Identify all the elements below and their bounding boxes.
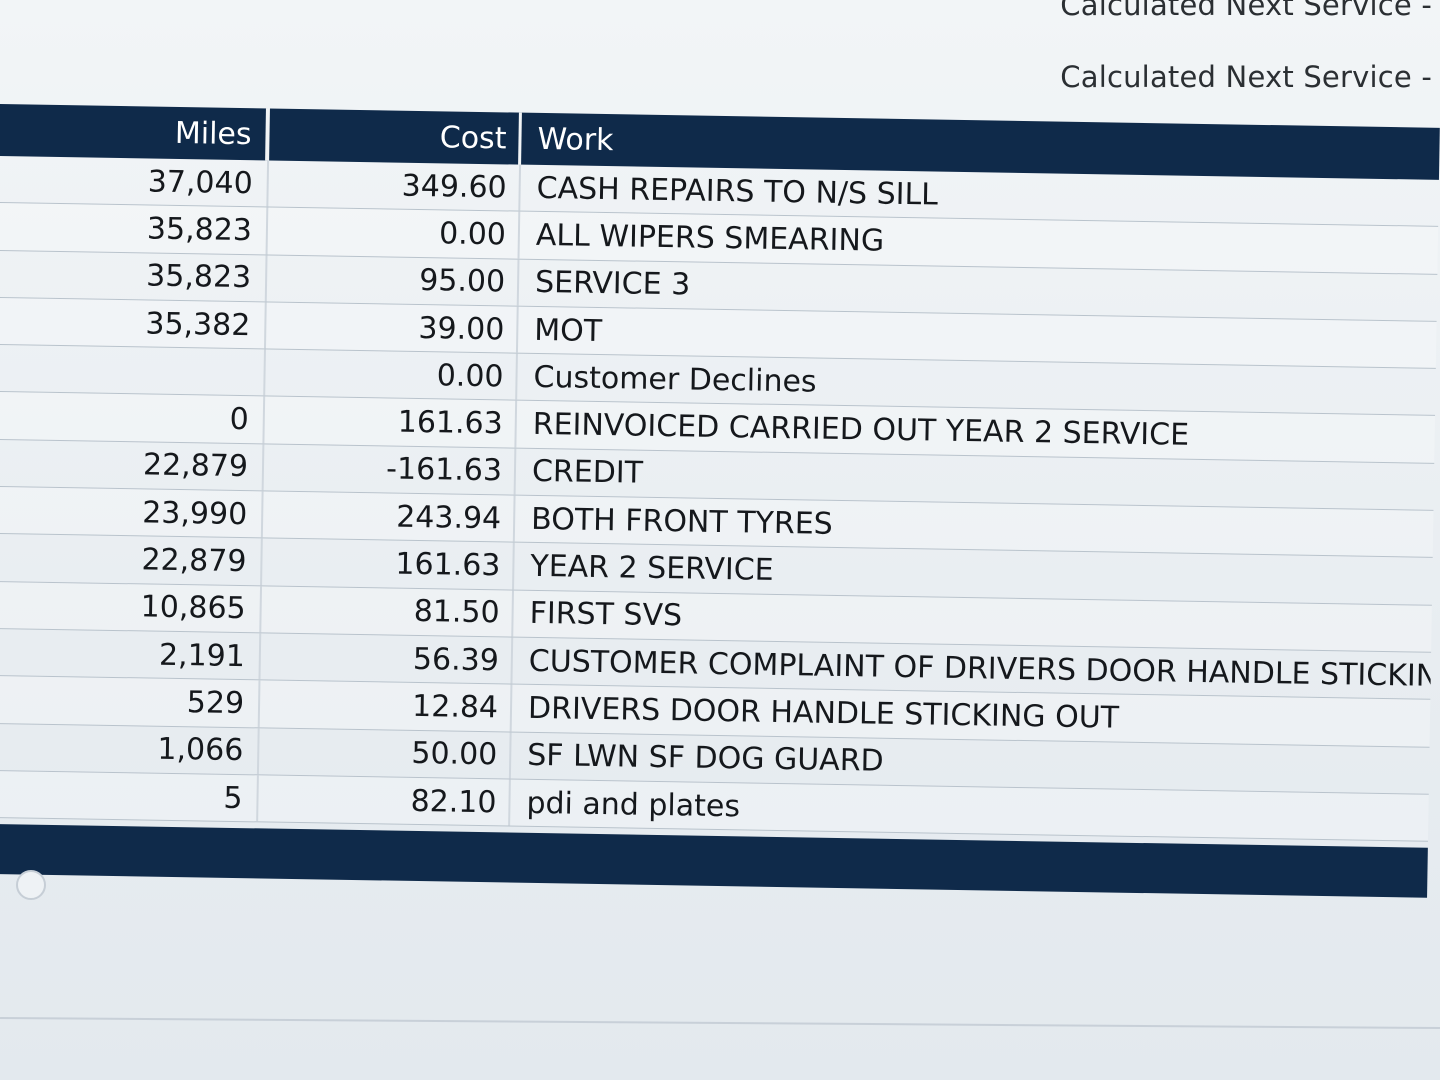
column-header-cost[interactable]: Cost bbox=[269, 108, 522, 165]
miles-cell: 5 bbox=[0, 770, 259, 822]
miles-cell: 1,066 bbox=[0, 723, 260, 775]
cost-cell: 82.10 bbox=[258, 775, 511, 826]
miles-cell: 0 bbox=[0, 392, 266, 444]
miles-cell: 22,879 bbox=[0, 439, 265, 491]
table-body: 37,040 349.60 CASH REPAIRS TO N/S SILL 3… bbox=[0, 155, 1439, 842]
cost-cell: 95.00 bbox=[266, 255, 520, 306]
column-header-miles[interactable]: Miles bbox=[0, 104, 270, 161]
miles-cell: 22,879 bbox=[0, 534, 263, 586]
cost-cell: 243.94 bbox=[262, 491, 516, 542]
service-history-table: Miles Cost Work 37,040 349.60 CASH REPAI… bbox=[0, 104, 1440, 898]
cost-cell: 0.00 bbox=[265, 349, 518, 401]
cost-cell: 161.63 bbox=[264, 396, 518, 448]
miles-cell: 23,990 bbox=[0, 487, 264, 538]
miles-cell: 529 bbox=[0, 676, 261, 727]
miles-cell: 35,823 bbox=[0, 250, 268, 302]
cost-cell: 0.00 bbox=[267, 207, 521, 259]
radio-circle-icon[interactable] bbox=[16, 870, 46, 900]
miles-cell: 35,382 bbox=[0, 297, 267, 349]
cost-cell: 12.84 bbox=[259, 680, 513, 732]
cost-cell: 161.63 bbox=[262, 538, 515, 590]
calculated-next-service-label: Calculated Next Service - bbox=[1060, 60, 1432, 94]
cost-cell: 81.50 bbox=[261, 586, 515, 637]
miles-cell: 35,823 bbox=[0, 203, 269, 255]
cost-cell: 39.00 bbox=[265, 302, 519, 353]
miles-cell bbox=[0, 345, 266, 396]
miles-cell: 37,040 bbox=[0, 155, 270, 207]
calculated-next-service-label: Calculated Next Service - bbox=[1060, 0, 1432, 22]
cost-cell: 56.39 bbox=[260, 633, 514, 684]
miles-cell: 10,865 bbox=[0, 581, 263, 633]
cost-cell: 50.00 bbox=[258, 727, 512, 779]
cost-cell: 349.60 bbox=[268, 160, 522, 211]
divider bbox=[0, 1016, 1440, 1030]
miles-cell: 2,191 bbox=[0, 628, 262, 680]
cost-cell: -161.63 bbox=[263, 444, 517, 495]
